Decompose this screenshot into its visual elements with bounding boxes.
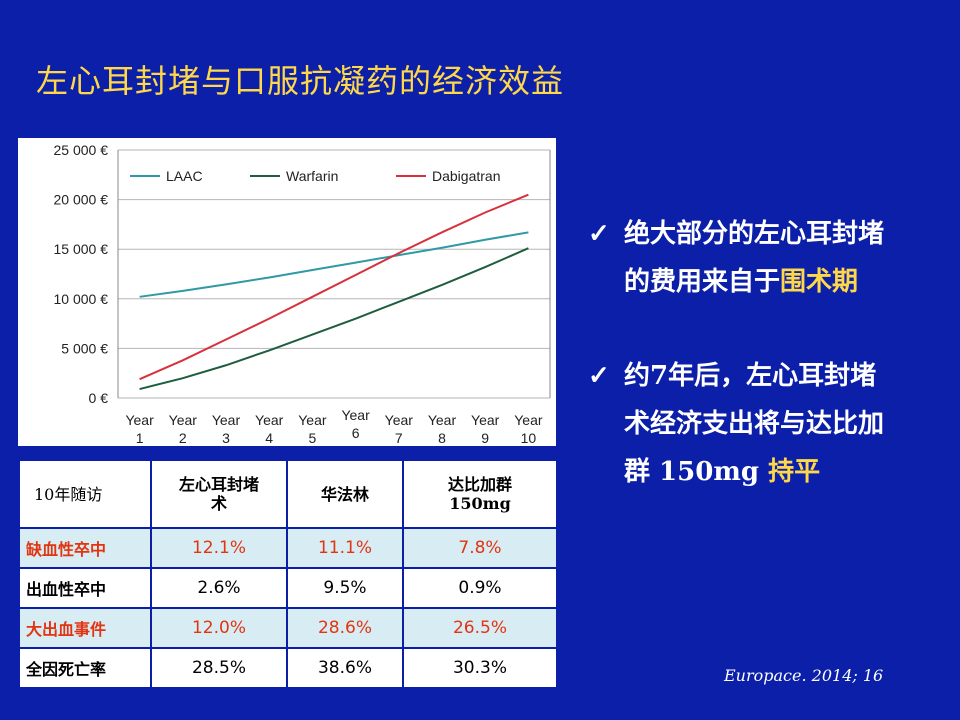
bullet-text: 约7年后，左心耳封堵 — [624, 361, 877, 391]
x-tick-label: 8 — [438, 430, 446, 446]
header-laac: 左心耳封堵术 — [150, 459, 288, 529]
table-cell: 7.8% — [402, 527, 558, 569]
bullet-text: 群 150mg — [624, 457, 769, 487]
chart-svg: 0 € 5 000 € 10 000 € 15 000 € 20 000 € 25 000… — [54, 142, 551, 446]
y-tick-label: 20 000 € — [54, 192, 109, 208]
x-tick-label: 6 — [352, 425, 360, 441]
header-laac-text: 左心耳封堵术 — [178, 475, 259, 513]
bullet-text: 绝大部分的左心耳封堵 — [624, 219, 885, 249]
x-tick-label: Year — [514, 412, 543, 428]
header-warfarin: 华法林 — [286, 459, 404, 529]
x-tick-label: Year — [428, 412, 457, 428]
header-dabigatran-text: 达比加群 150mg — [447, 475, 512, 513]
bullet-item: ✓ 绝大部分的左心耳封堵 的费用来自于围术期 — [588, 210, 948, 306]
x-tick-label: 3 — [222, 430, 230, 446]
x-tick-label: 5 — [309, 430, 317, 446]
check-icon: ✓ — [588, 219, 610, 249]
y-tick-label: 25 000 € — [54, 142, 109, 158]
table-cell: 28.5% — [150, 647, 288, 689]
series-line — [139, 193, 529, 381]
table-cell: 12.0% — [150, 607, 288, 649]
legend-label: Dabigatran — [432, 168, 501, 184]
bullet-highlight: 持平 — [768, 457, 821, 487]
row-label: 缺血性卒中 — [18, 527, 152, 569]
slide-title: 左心耳封堵与口服抗凝药的经济效益 — [36, 62, 565, 100]
table-cell: 0.9% — [402, 567, 558, 609]
x-tick-label: Year — [125, 412, 154, 428]
x-tick-label: Year — [471, 412, 500, 428]
bullet-item: ✓ 约7年后，左心耳封堵 术经济支出将与达比加群 150mg 持平 — [588, 352, 948, 496]
legend-label: Warfarin — [286, 168, 338, 184]
x-tick-label: Year — [341, 407, 370, 423]
x-tick-label: Year — [385, 412, 414, 428]
table-cell: 2.6% — [150, 567, 288, 609]
row-label: 大出血事件 — [18, 607, 152, 649]
header-dabigatran: 达比加群 150mg — [402, 459, 558, 529]
y-tick-label: 15 000 € — [54, 241, 109, 257]
legend-label: LAAC — [166, 168, 203, 184]
table-cell: 38.6% — [286, 647, 404, 689]
bullet-text: 术经济支出将与达比加 — [624, 409, 885, 439]
series-line — [139, 247, 529, 391]
bullet-text: 的费用来自于 — [624, 267, 781, 297]
x-tick-label: Year — [169, 412, 198, 428]
x-tick-label: 2 — [179, 430, 187, 446]
table-row: 全因死亡率 28.5% 38.6% 30.3% — [18, 647, 558, 689]
x-tick-label: 4 — [265, 430, 273, 446]
cost-line-chart: 0 € 5 000 € 10 000 € 15 000 € 20 000 € 25 000… — [18, 138, 556, 446]
x-tick-label: 10 — [521, 430, 537, 446]
table-row: 缺血性卒中 12.1% 11.1% 7.8% — [18, 527, 558, 569]
table-cell: 30.3% — [402, 647, 558, 689]
header-followup: 10年随访 — [18, 459, 152, 529]
bullet-list: ✓ 绝大部分的左心耳封堵 的费用来自于围术期 ✓ 约7年后，左心耳封堵 术经济支出将与达比… — [588, 210, 948, 542]
table-row: 大出血事件 12.0% 28.6% 26.5% — [18, 607, 558, 649]
x-tick-label: 9 — [481, 430, 489, 446]
y-tick-label: 5 000 € — [61, 340, 108, 356]
table-header-row: 10年随访 左心耳封堵术 华法林 达比加群 150mg — [18, 459, 558, 529]
table-cell: 26.5% — [402, 607, 558, 649]
x-tick-label: 1 — [136, 430, 144, 446]
x-tick-label: 7 — [395, 430, 403, 446]
y-tick-label: 0 € — [89, 390, 109, 406]
x-tick-label: Year — [212, 412, 241, 428]
x-tick-label: Year — [298, 412, 327, 428]
table-cell: 9.5% — [286, 567, 404, 609]
table-cell: 11.1% — [286, 527, 404, 569]
outcomes-table: 10年随访 左心耳封堵术 华法林 达比加群 150mg 缺血性卒中 12.1% 11.… — [18, 459, 558, 689]
bullet-highlight: 围术期 — [780, 267, 859, 297]
table-body: 缺血性卒中 12.1% 11.1% 7.8% 出血性卒中 2.6% 9.5% 0.9% 大出血事… — [18, 527, 558, 689]
citation: Europace. 2014; 16 — [724, 666, 884, 685]
table-cell: 28.6% — [286, 607, 404, 649]
series-line — [139, 231, 529, 298]
table-row: 出血性卒中 2.6% 9.5% 0.9% — [18, 567, 558, 609]
check-icon: ✓ — [588, 361, 610, 391]
table-cell: 12.1% — [150, 527, 288, 569]
row-label: 出血性卒中 — [18, 567, 152, 609]
row-label: 全因死亡率 — [18, 647, 152, 689]
y-tick-label: 10 000 € — [54, 291, 109, 307]
x-tick-label: Year — [255, 412, 284, 428]
